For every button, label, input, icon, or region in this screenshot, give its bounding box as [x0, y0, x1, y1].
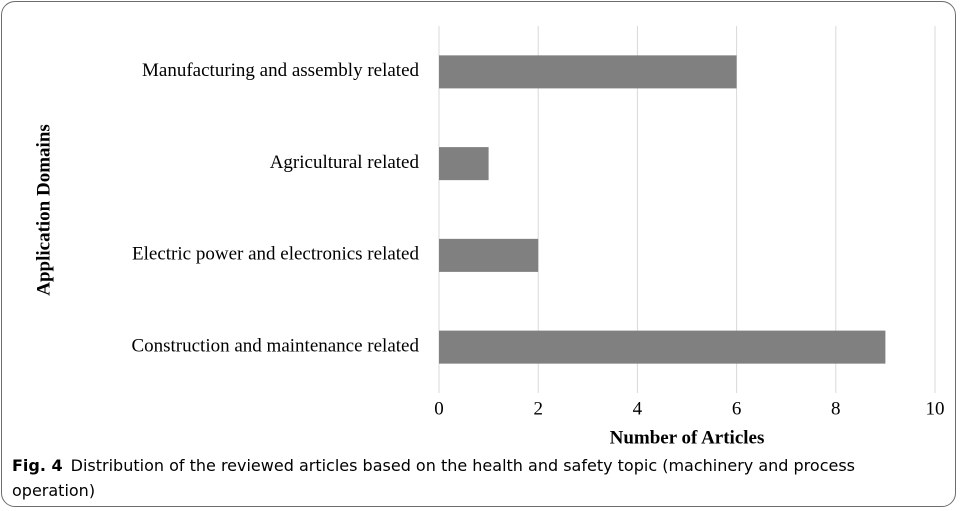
x-axis-label: Number of Articles [610, 427, 765, 448]
y-tick-label: Agricultural related [270, 152, 420, 173]
x-tick-label: 0 [434, 398, 444, 419]
bar [439, 55, 737, 89]
chart: Number of Articles Application Domains 0… [33, 26, 945, 448]
bar [439, 147, 489, 181]
y-axis-label: Application Domains [33, 124, 54, 296]
caption-text: Distribution of the reviewed articles ba… [12, 456, 856, 500]
bar [439, 238, 539, 272]
bar [439, 330, 886, 364]
x-tick-label: 6 [732, 398, 742, 419]
y-tick-label: Manufacturing and assembly related [142, 60, 419, 81]
caption-label: Fig. 4 [12, 456, 63, 475]
x-tick-label: 10 [926, 398, 945, 419]
y-tick-label: Construction and maintenance related [131, 335, 419, 356]
y-tick-label: Electric power and electronics related [132, 244, 419, 265]
x-tick-label: 4 [633, 398, 643, 419]
caption: Fig. 4 Distribution of the reviewed artic… [12, 453, 932, 503]
x-tick-label: 8 [831, 398, 841, 419]
x-tick-label: 2 [533, 398, 543, 419]
